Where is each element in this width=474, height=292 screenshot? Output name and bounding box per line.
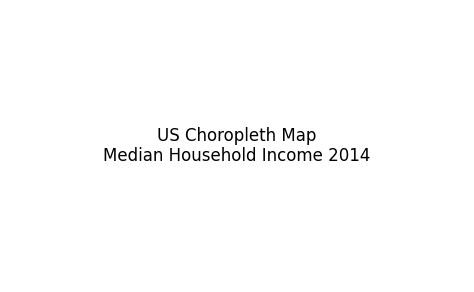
Text: US Choropleth Map
Median Household Income 2014: US Choropleth Map Median Household Incom… bbox=[103, 127, 371, 165]
